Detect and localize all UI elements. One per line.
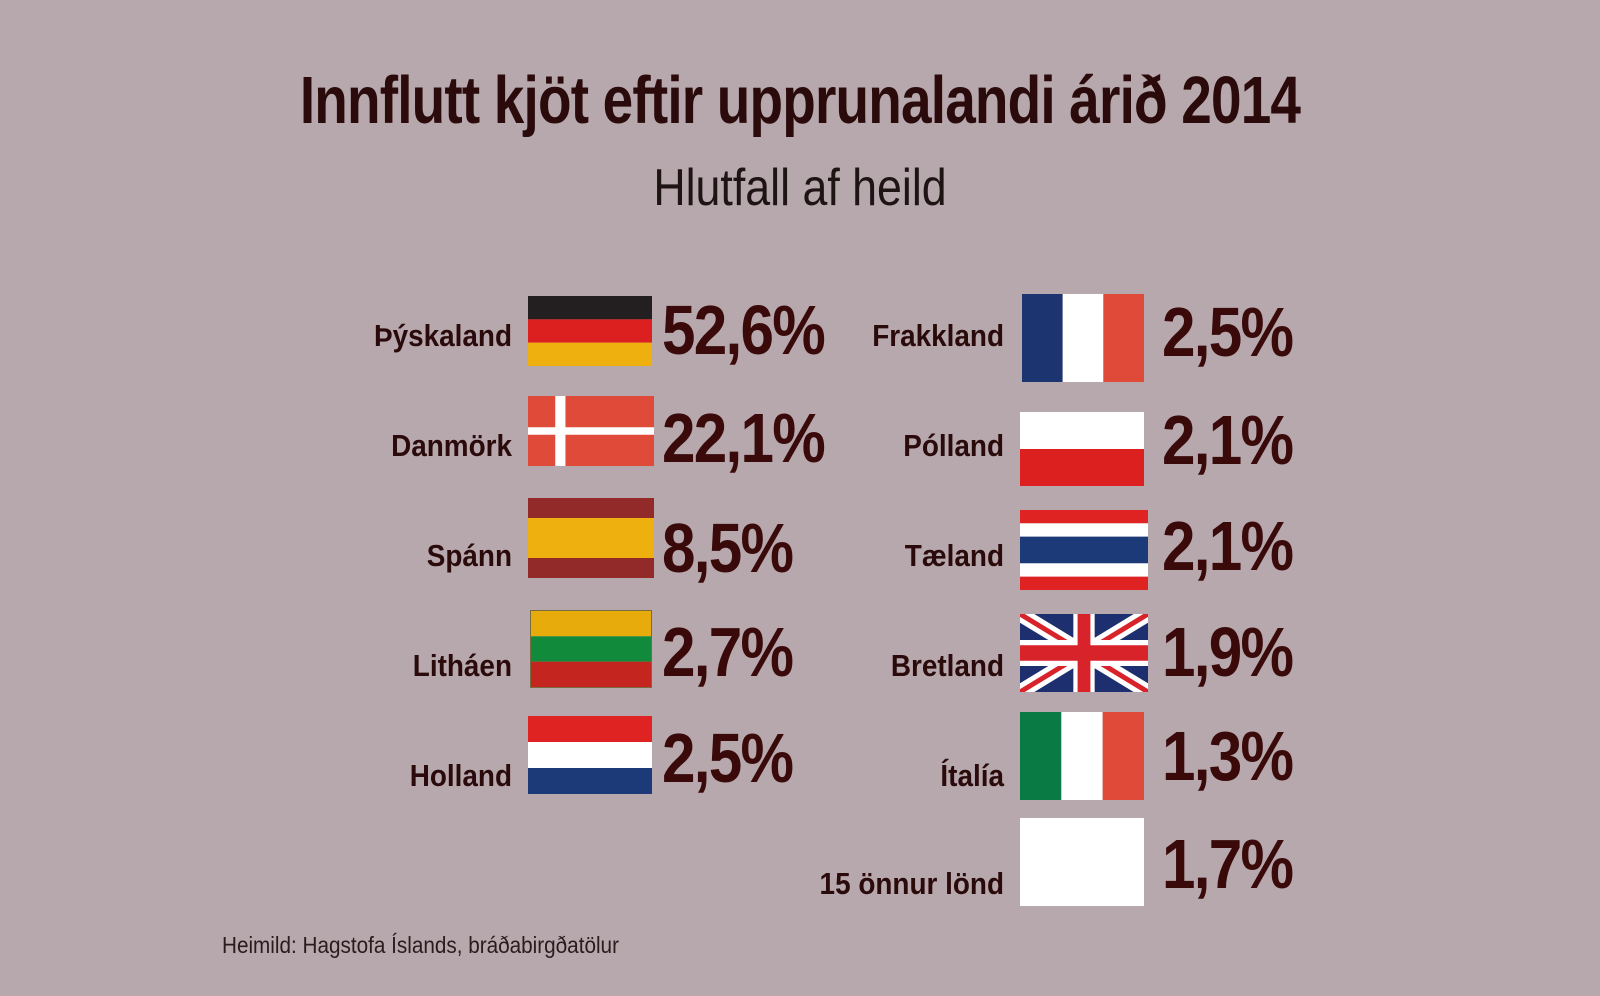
source-note: Heimild: Hagstofa Íslands, bráðabirgðatö…: [222, 932, 619, 958]
france-flag-icon: [1022, 294, 1144, 382]
lithuania-flag-icon: [530, 610, 652, 688]
italy-flag-icon: [1020, 712, 1144, 800]
value-label: 22,1%: [662, 399, 826, 477]
netherlands-flag-icon: [528, 716, 652, 794]
value-label: 8,5%: [662, 509, 794, 587]
value-label: 2,7%: [662, 613, 794, 691]
country-label: Spánn: [426, 538, 512, 573]
country-label: Þýskaland: [373, 318, 512, 353]
value-label: 1,9%: [1162, 613, 1294, 691]
denmark-flag-icon: [528, 396, 654, 466]
uk-flag-icon: [1020, 614, 1148, 692]
germany-flag-icon: [528, 296, 652, 366]
country-label: Pólland: [903, 428, 1004, 463]
country-label: Litháen: [412, 648, 512, 683]
country-label: Bretland: [890, 648, 1004, 683]
country-label: Tæland: [904, 538, 1004, 573]
value-label: 52,6%: [662, 291, 826, 369]
blank-flag-icon: [1020, 818, 1144, 906]
value-label: 1,7%: [1162, 825, 1294, 903]
spain-flag-icon: [528, 498, 654, 578]
value-label: 2,5%: [1162, 293, 1294, 371]
country-label: Frakkland: [872, 318, 1004, 353]
country-label: Ítalía: [940, 758, 1004, 793]
value-label: 2,1%: [1162, 401, 1294, 479]
value-label: 2,1%: [1162, 507, 1294, 585]
country-label: 15 önnur lönd: [819, 866, 1004, 901]
value-label: 2,5%: [662, 719, 794, 797]
chart-title: Innflutt kjöt eftir upprunalandi árið 20…: [299, 63, 1301, 138]
country-label: Danmörk: [391, 428, 512, 463]
thailand-flag-icon: [1020, 510, 1148, 590]
chart-subtitle: Hlutfall af heild: [653, 159, 947, 217]
poland-flag-icon: [1020, 412, 1144, 486]
value-label: 1,3%: [1162, 717, 1294, 795]
country-label: Holland: [409, 758, 512, 793]
